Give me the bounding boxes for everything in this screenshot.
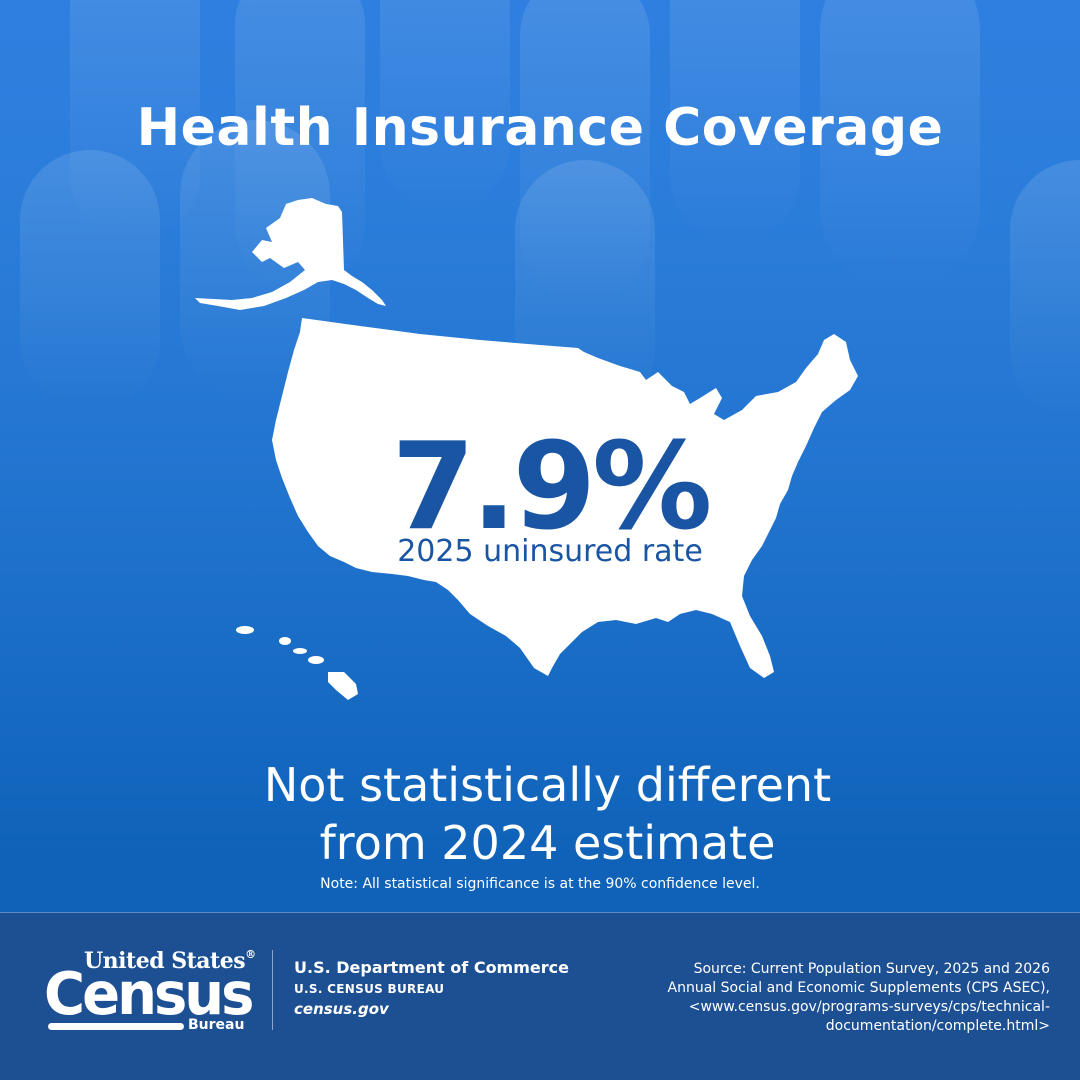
hawaii-island-5 [328, 672, 358, 700]
uninsured-rate-label: 2025 uninsured rate [397, 534, 703, 569]
census-website-link[interactable]: census.gov [294, 1000, 389, 1018]
footer [0, 912, 1080, 1080]
source-line: <www.census.gov/programs-surveys/cps/tec… [688, 999, 1050, 1015]
logo-bureau: Bureau [188, 1017, 245, 1033]
census-bureau-logo: United States® Census Bureau [44, 948, 256, 1038]
logo-united-states: United States® [84, 948, 256, 974]
source-line: Source: Current Population Survey, 2025 … [693, 961, 1050, 977]
footer-divider [272, 950, 273, 1030]
significance-statement: Not statistically different from 2024 es… [0, 756, 1080, 872]
background-pattern [20, 0, 1080, 420]
alaska-shape [195, 198, 386, 310]
hawaii-island-1 [236, 626, 254, 634]
hawaii-island-2 [279, 637, 291, 645]
page-title: Health Insurance Coverage [136, 98, 944, 158]
logo-underline [48, 1023, 184, 1030]
us-map-icon [0, 0, 1080, 760]
statement-line-1: Not statistically different [263, 758, 832, 812]
logo-census: Census [44, 960, 254, 1029]
hawaii-island-4 [308, 656, 324, 664]
department-name: U.S. Department of Commerce [294, 958, 569, 977]
source-line: documentation/complete.html> [825, 1018, 1050, 1034]
contiguous-us-shape [272, 318, 858, 678]
confidence-note: Note: All statistical significance is at… [320, 876, 760, 892]
uninsured-rate-value: 7.9% [391, 418, 713, 557]
bureau-name: U.S. CENSUS BUREAU [294, 982, 445, 996]
hawaii-island-3 [293, 648, 307, 654]
source-citation: Source: Current Population Survey, 2025 … [580, 960, 1051, 1036]
statement-line-2: from 2024 estimate [319, 816, 776, 870]
source-line: Annual Social and Economic Supplements (… [667, 980, 1051, 996]
